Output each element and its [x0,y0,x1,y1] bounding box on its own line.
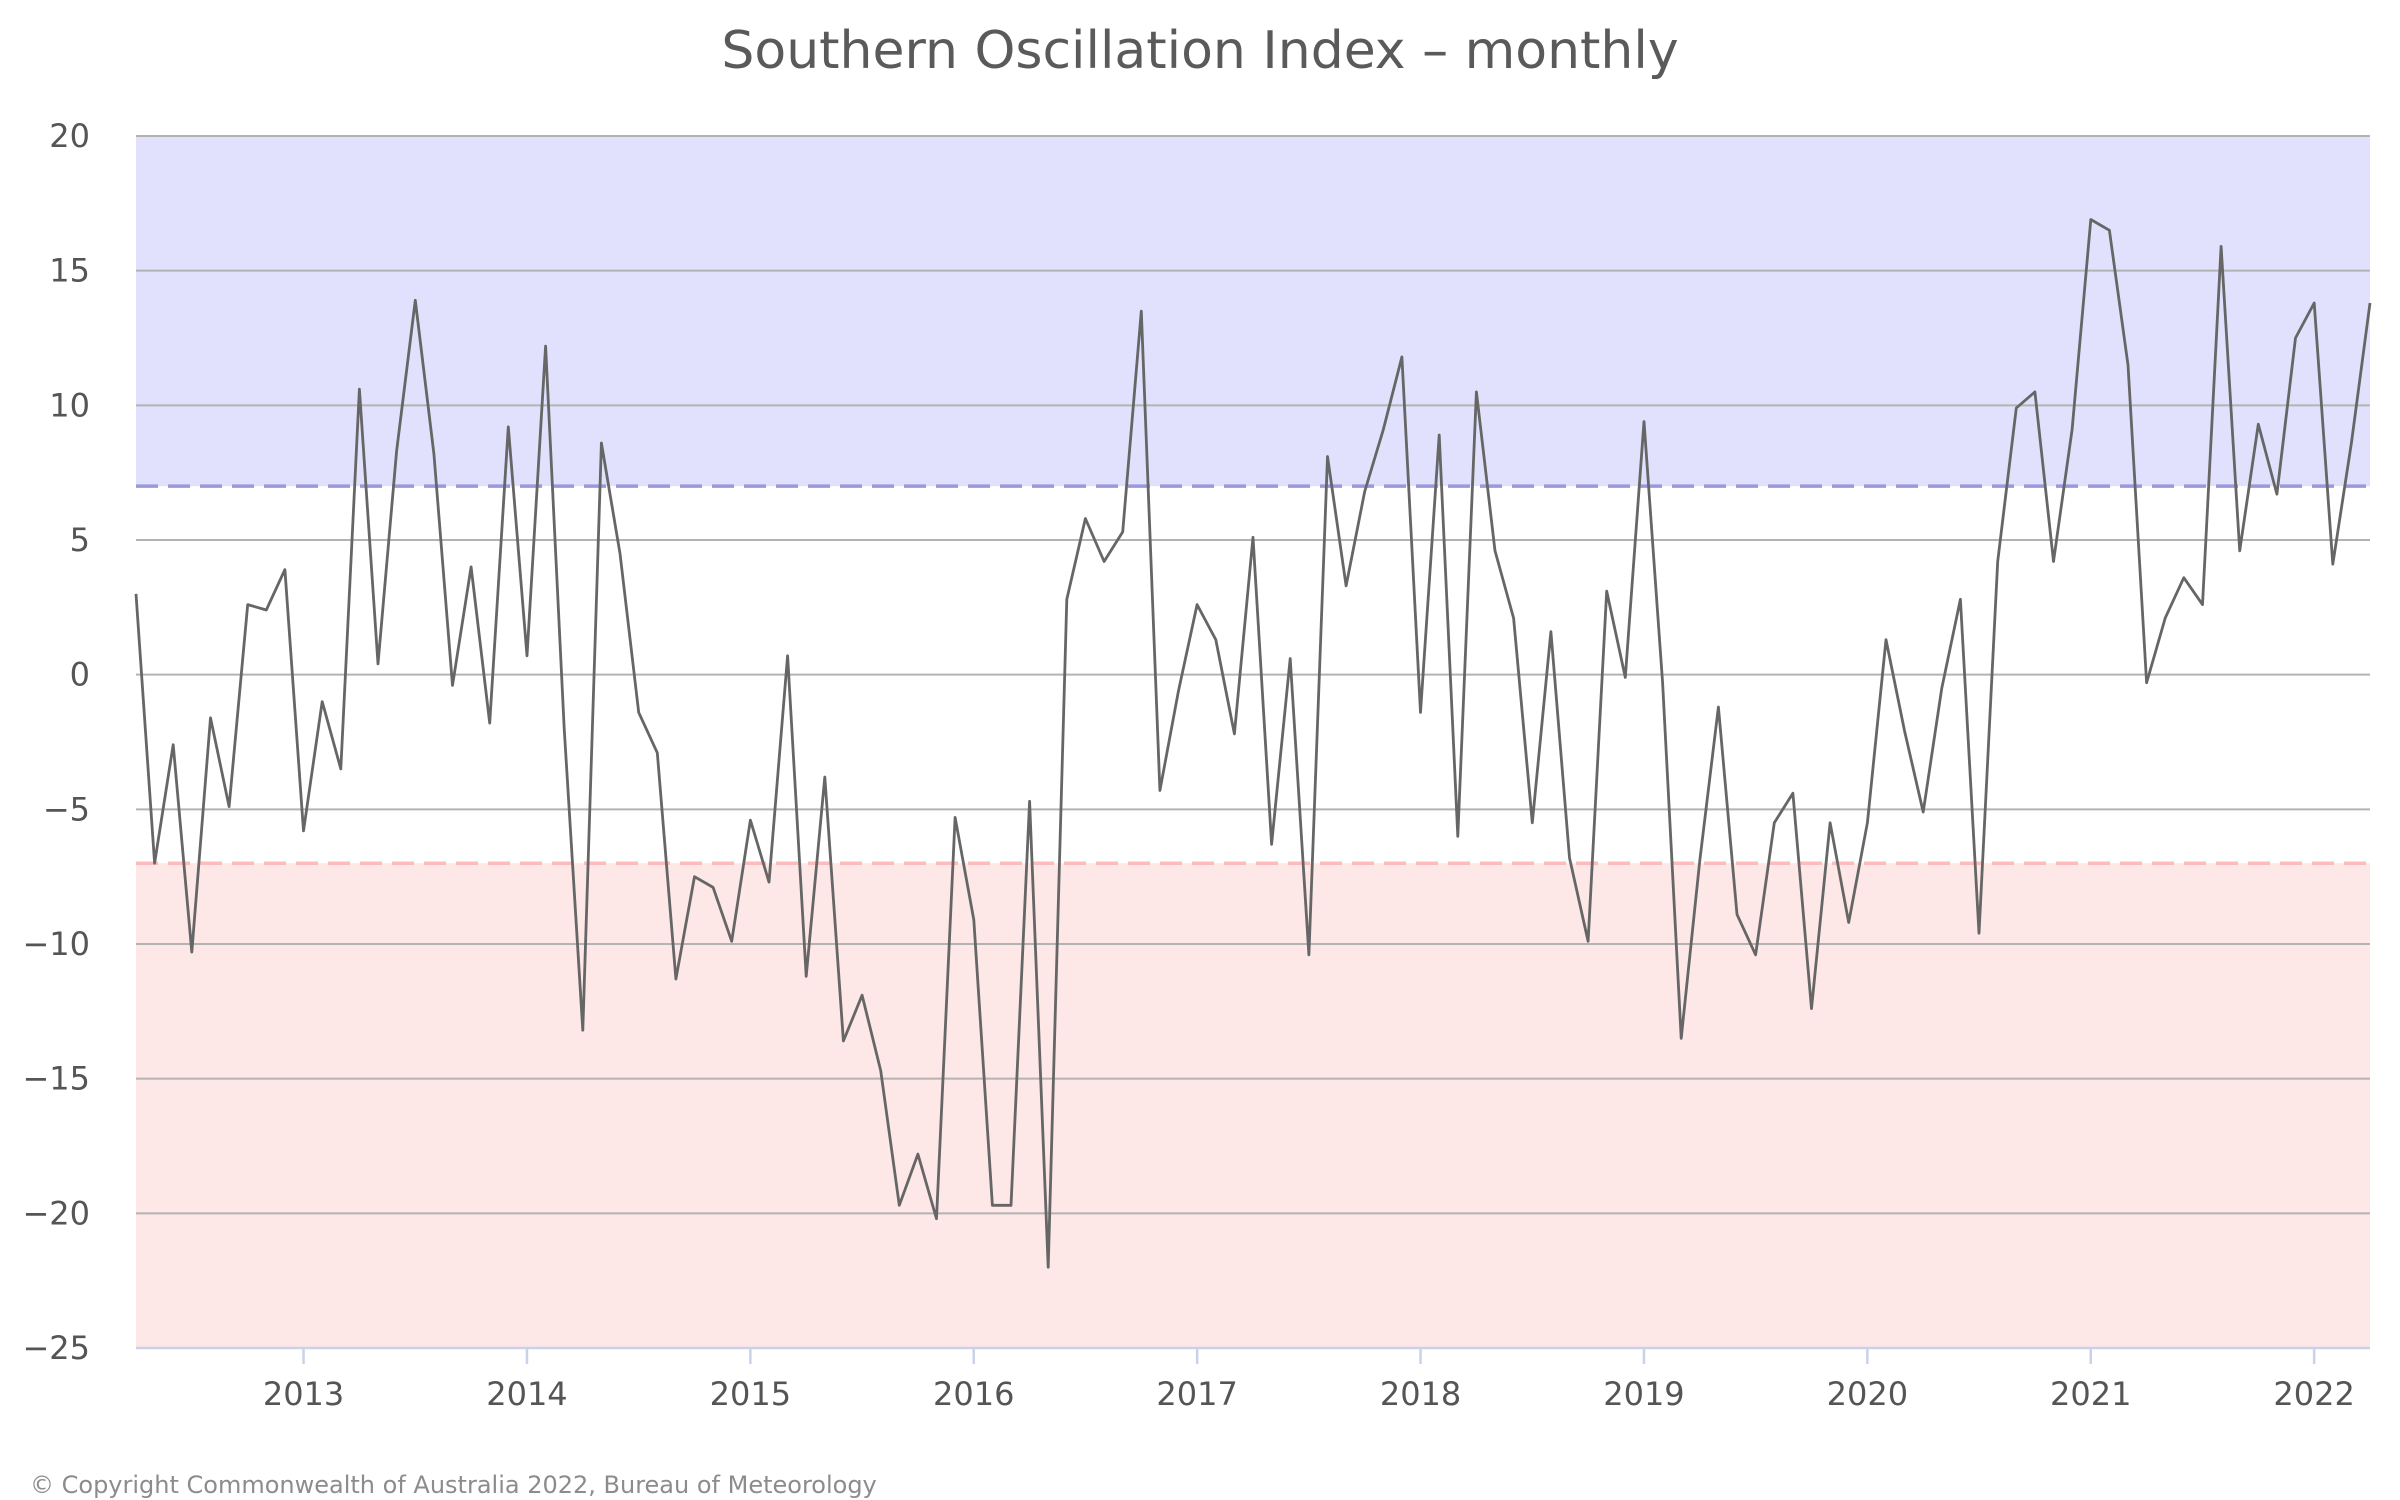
y-tick-label: 0 [70,656,90,694]
x-tick-label: 2022 [2273,1375,2354,1413]
x-axis: 2013 2014 2015 2016 2017 2018 2019 2020 2021 2022 [136,1346,2370,1413]
y-axis: 20 15 10 5 0 −5 −10 −15 −20 −25 [22,117,90,1367]
grid-layer [136,135,2370,1215]
positive-threshold-band [136,136,2370,487]
x-tick-label: 2015 [710,1375,791,1413]
band-layer [136,136,2370,1348]
x-tick-label: 2019 [1603,1375,1684,1413]
x-tick-label: 2021 [2050,1375,2131,1413]
x-tick-label: 2016 [933,1375,1014,1413]
x-tick-label: 2014 [486,1375,567,1413]
threshold-layer [136,484,2370,865]
series-layer [134,218,2372,1269]
chart-title: Southern Oscillation Index – monthly [721,21,1678,81]
y-tick-label: 20 [49,117,90,155]
x-tick-label: 2017 [1156,1375,1237,1413]
y-tick-label: −5 [43,790,90,828]
y-tick-label: 10 [49,386,90,424]
x-tick-label: 2020 [1827,1375,1908,1413]
copyright-text: © Copyright Commonwealth of Australia 20… [30,1471,877,1499]
soi-series-line [134,218,2372,1269]
x-tick-label: 2013 [263,1375,344,1413]
y-tick-label: −10 [22,925,90,963]
y-tick-label: 5 [70,521,90,559]
y-tick-label: 15 [49,252,90,290]
x-tick-label: 2018 [1380,1375,1461,1413]
y-tick-label: −15 [22,1060,90,1098]
y-tick-label: −25 [22,1329,90,1367]
negative-threshold-band [136,863,2370,1348]
y-tick-label: −20 [22,1194,90,1232]
